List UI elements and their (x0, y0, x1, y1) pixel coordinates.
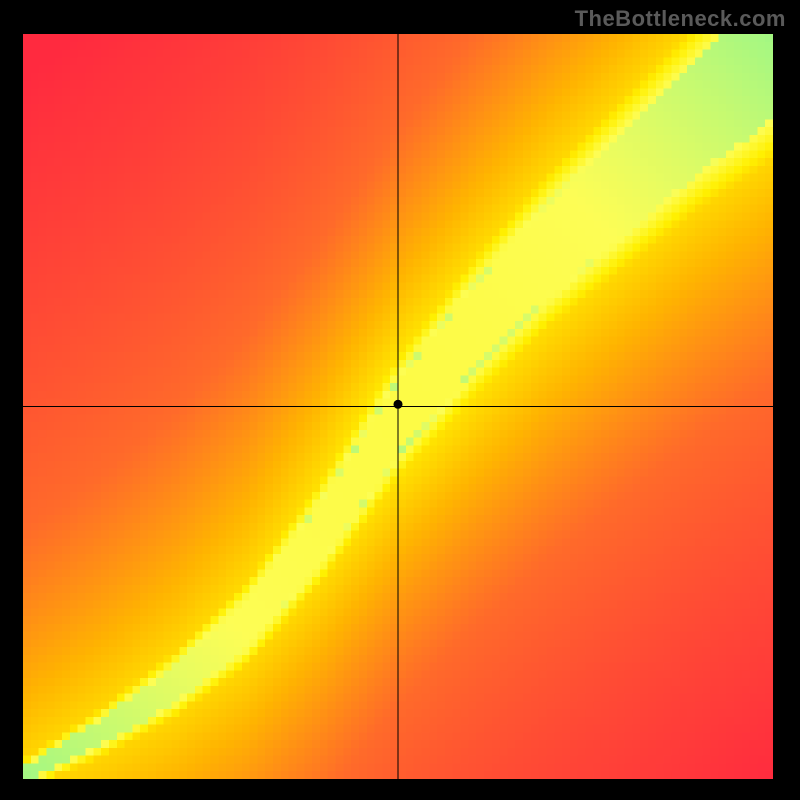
chart-frame: TheBottleneck.com (0, 0, 800, 800)
watermark-text: TheBottleneck.com (575, 6, 786, 32)
marker-dot (393, 400, 402, 409)
overlay-layer (23, 34, 773, 779)
plot-area (23, 34, 773, 779)
